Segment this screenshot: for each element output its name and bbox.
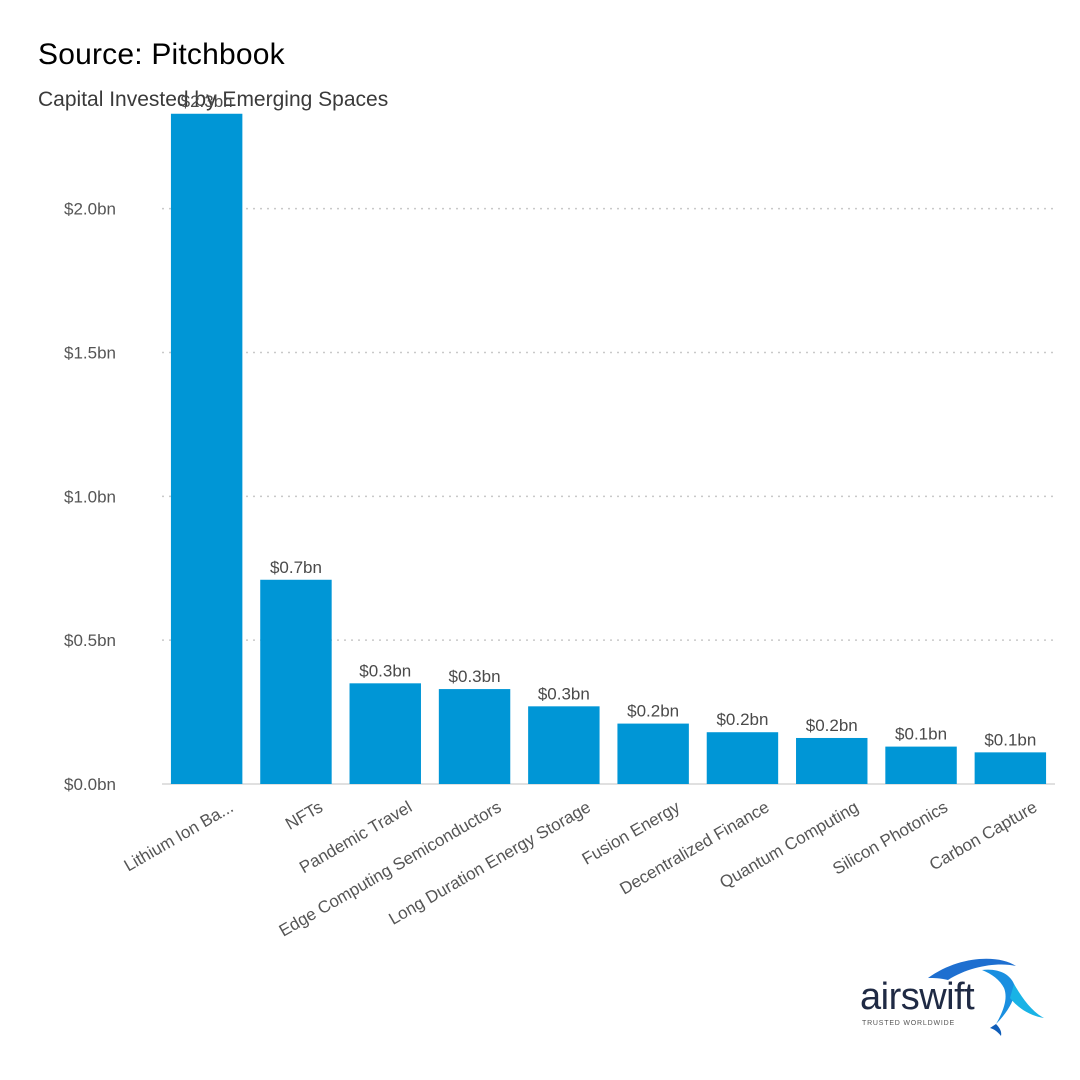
y-tick-label: $0.5bn [64, 631, 116, 650]
data-label: $0.1bn [895, 725, 947, 744]
bar [170, 113, 243, 785]
data-label: $0.3bn [449, 667, 501, 686]
bar [528, 706, 600, 784]
logo-tagline: TRUSTED WORLDWIDE [862, 1020, 955, 1027]
bar [974, 752, 1047, 784]
data-label: $0.3bn [359, 661, 411, 680]
chart-subtitle: Capital Invested by Emerging Spaces [38, 88, 389, 111]
data-label: $0.2bn [627, 702, 679, 721]
y-axis-ticks: $0.0bn $0.5bn $1.0bn $1.5bn $2.0bn [64, 200, 116, 794]
y-tick-label: $2.0bn [64, 200, 116, 219]
data-labels: $2.3bn $0.7bn $0.3bn $0.3bn $0.3bn $0.2bn $0.2… [181, 92, 1037, 750]
bar [706, 732, 779, 784]
data-label: $0.3bn [538, 684, 590, 703]
category-label: Decentralized Finance [616, 797, 772, 898]
bar [617, 723, 689, 784]
category-label: NFTs [282, 797, 326, 833]
swift-bird-icon [928, 958, 1044, 1036]
data-label: $0.2bn [716, 710, 768, 729]
logo-wordmark: airswift [860, 976, 975, 1018]
bar [260, 579, 332, 784]
y-tick-label: $0.0bn [64, 775, 116, 794]
y-tick-label: $1.5bn [64, 344, 116, 363]
y-tick-label: $1.0bn [64, 487, 116, 506]
data-label: $0.1bn [984, 730, 1036, 749]
data-label: $0.2bn [806, 716, 858, 735]
source-title: Source: Pitchbook [38, 38, 285, 71]
bar [349, 683, 421, 784]
bar [885, 746, 957, 784]
bars [170, 113, 1047, 785]
bar [796, 737, 868, 784]
data-label: $0.7bn [270, 558, 322, 577]
bar [438, 689, 511, 784]
category-label: Lithium Ion Ba... [121, 797, 237, 875]
data-label: $2.3bn [181, 92, 233, 111]
airswift-logo: airswift TRUSTED WORLDWIDE [858, 958, 1048, 1038]
